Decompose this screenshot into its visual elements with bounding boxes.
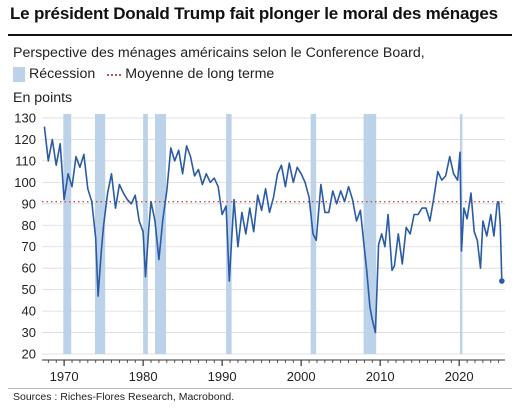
grid-lines xyxy=(42,117,505,355)
chart-title: Le président Donald Trump fait plonger l… xyxy=(10,4,498,23)
y-tick-label: 100 xyxy=(14,175,36,190)
y-tick-label: 20 xyxy=(22,347,36,362)
source-rule xyxy=(8,388,512,389)
y-tick-label: 70 xyxy=(22,239,36,254)
y-axis-unit-label: En points xyxy=(13,90,73,106)
y-tick-label: 60 xyxy=(22,261,36,276)
y-tick-labels: 20 30 40 50 60 70 80 90 100 110 120 130 xyxy=(14,111,36,362)
recession-band xyxy=(94,114,106,354)
legend: Récession Moyenne de long terme xyxy=(13,66,274,82)
x-tick-label: 1970 xyxy=(50,369,79,384)
recession-band xyxy=(63,114,72,354)
x-axis: 1970 1980 1990 2000 2010 2020 xyxy=(42,359,505,384)
y-tick-label: 90 xyxy=(22,196,36,211)
legend-recession-label: Récession xyxy=(29,66,96,82)
legend-average-label: Moyenne de long terme xyxy=(125,66,275,82)
x-tick-label: 2010 xyxy=(366,369,395,384)
y-tick-label: 120 xyxy=(14,132,36,147)
x-tick-label: 1980 xyxy=(129,369,158,384)
x-tick-label: 2020 xyxy=(445,369,474,384)
legend-recession-swatch xyxy=(13,66,25,82)
recession-band xyxy=(226,114,232,354)
last-value-point xyxy=(499,278,505,284)
y-tick-label: 50 xyxy=(22,282,36,297)
recession-band xyxy=(154,114,167,354)
legend-average-swatch xyxy=(107,74,122,76)
x-tick-label: 1990 xyxy=(208,369,237,384)
source-note: Sources : Riches-Flores Research, Macrob… xyxy=(13,391,235,403)
y-tick-label: 40 xyxy=(22,304,36,319)
series-line xyxy=(43,126,503,334)
y-tick-label: 80 xyxy=(22,218,36,233)
title-rule xyxy=(8,34,512,36)
y-tick-label: 110 xyxy=(15,153,36,168)
recession-band xyxy=(143,114,148,354)
recession-band xyxy=(363,114,377,354)
y-tick-label: 30 xyxy=(22,325,36,340)
chart-subtitle: Perspective des ménages américains selon… xyxy=(13,45,425,61)
recession-bands xyxy=(63,114,463,354)
y-tick-label: 130 xyxy=(14,111,36,126)
x-tick-label: 2000 xyxy=(287,369,316,384)
